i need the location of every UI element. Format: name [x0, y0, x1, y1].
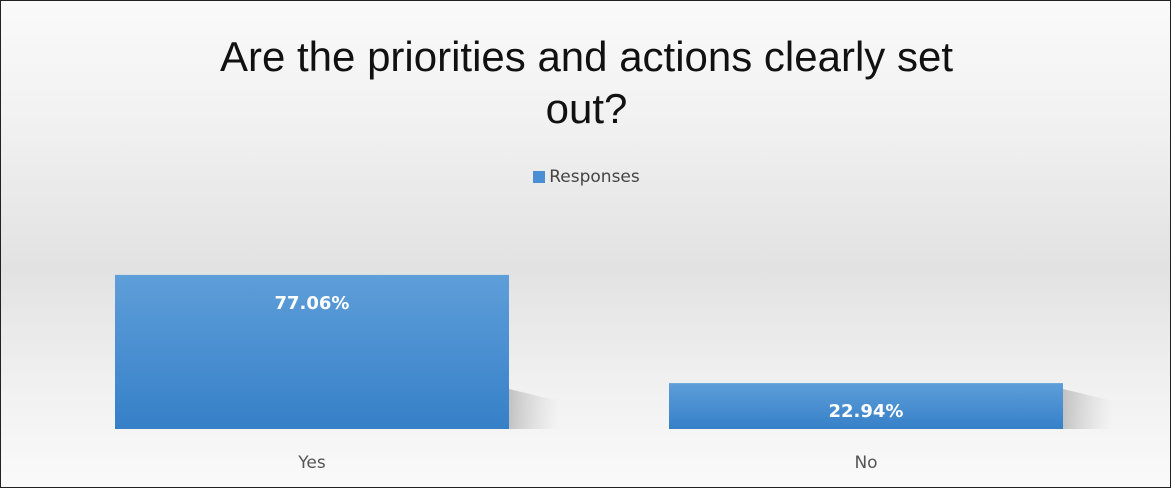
bar-shadow [1063, 389, 1113, 429]
legend-swatch [533, 171, 546, 183]
chart-title: Are the priorities and actions clearly s… [1, 31, 1171, 135]
category-label-no: No [854, 453, 877, 473]
bar-no [669, 383, 1063, 429]
chart-title-line-2: out? [545, 85, 628, 132]
chart-title-line-1: Are the priorities and actions clearly s… [219, 33, 953, 80]
legend: Responses [1, 167, 1171, 187]
category-label-yes: Yes [297, 453, 326, 473]
legend-label: Responses [549, 167, 640, 187]
bar-yes [115, 274, 509, 429]
bar-shadow [509, 389, 559, 429]
data-label-yes: 77.06% [275, 293, 350, 314]
data-label-no: 22.94% [829, 401, 904, 422]
